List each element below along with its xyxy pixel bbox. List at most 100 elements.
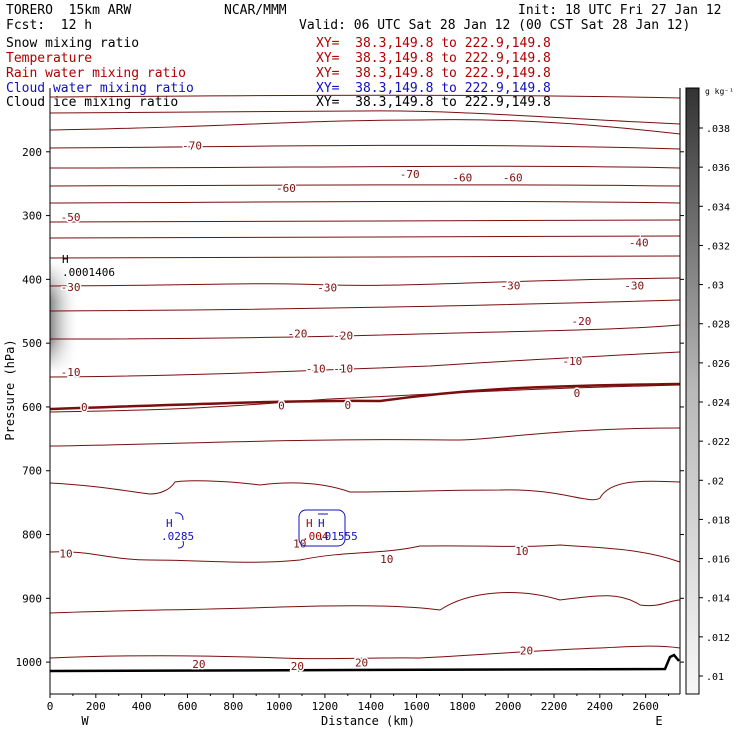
- contour-label: -20: [572, 315, 592, 328]
- x-tick-label: 200: [86, 700, 106, 713]
- plot-frame: [49, 88, 681, 695]
- contour-label: 10: [293, 537, 306, 550]
- x-tick-label: 400: [132, 700, 152, 713]
- legend-cloud-ice-xy: XY= 38.3,149.8 to 222.9,149.8: [316, 95, 551, 110]
- x-axis-east-label: E: [655, 714, 662, 728]
- contour-label: -20: [287, 328, 307, 341]
- isotherm-line: [49, 592, 681, 614]
- colorbar: g kg⁻¹ .038 .036 .034 .032 .03 .028 .026 .024 .0…: [685, 87, 734, 695]
- contour-label: -70: [400, 168, 420, 181]
- isotherm-line: [49, 324, 681, 340]
- colorbar-tick-label: .024: [706, 398, 730, 409]
- forecast-hour: Fcst: 12 h: [6, 18, 93, 33]
- contour-label: -20: [333, 330, 353, 343]
- x-axis-label: Distance (km): [321, 714, 415, 728]
- contour-label: -10: [562, 355, 582, 368]
- contour-label: 10: [515, 545, 528, 558]
- x-tick-label: 1600: [403, 700, 430, 713]
- y-tick-label: 500: [22, 337, 42, 350]
- isotherm-line: [49, 480, 681, 501]
- contour-label: -60: [452, 171, 472, 184]
- isotherm-line: [49, 184, 681, 187]
- legend-temperature-xy: XY= 38.3,149.8 to 222.9,149.8: [316, 51, 551, 66]
- x-tick-label: 1800: [449, 700, 476, 713]
- contour-label: 10: [59, 548, 72, 561]
- terrain-surface-line: [49, 653, 680, 673]
- colorbar-tick-label: .014: [706, 594, 730, 605]
- contour-label: -10: [306, 363, 326, 376]
- legend-cloud-water-xy: XY= 38.3,149.8 to 222.9,149.8: [316, 81, 551, 96]
- x-tick-label: 2600: [632, 700, 659, 713]
- contour-label: -30: [317, 282, 337, 295]
- cloud-water-contour-left: [174, 512, 184, 549]
- contour-label: 0: [278, 400, 285, 413]
- x-tick-label: 2000: [495, 700, 522, 713]
- legend-temperature-name: Temperature: [6, 51, 93, 66]
- isotherm-line: [49, 645, 681, 660]
- contour-label: -10: [61, 366, 81, 379]
- zero-isotherm-line: [49, 382, 681, 411]
- isotherm-line: [49, 299, 681, 312]
- y-tick-label: 700: [22, 465, 42, 478]
- rain-high-mark: H: [306, 517, 313, 530]
- cloud-water-high-mark-right: H: [318, 517, 325, 530]
- isotherm-line: [49, 110, 681, 125]
- model-title: TORERO 15km ARW: [6, 3, 132, 18]
- legend-cloud-water-name: Cloud water mixing ratio: [6, 81, 194, 96]
- y-tick-label: 200: [22, 146, 42, 159]
- contour-label: -10: [333, 363, 353, 376]
- legend-cloud-ice-name: Cloud ice mixing ratio: [6, 95, 179, 110]
- y-tick-label: 300: [22, 210, 42, 223]
- contour-label: 0: [574, 387, 581, 400]
- colorbar-tick-label: .028: [706, 320, 730, 331]
- center-title: NCAR/MMM: [224, 3, 287, 18]
- isotherm-line: [49, 119, 681, 135]
- contour-label: -50: [61, 211, 81, 224]
- colorbar-tick-label: .022: [706, 437, 730, 448]
- contour-label: 20: [355, 657, 368, 670]
- colorbar-tick-label: .03: [706, 281, 724, 292]
- cloud-water-high-value-right: .01555: [318, 530, 358, 543]
- isotherm-line: [49, 427, 681, 447]
- colorbar-tick-label: .02: [706, 476, 724, 487]
- contour-label: 20: [192, 658, 205, 671]
- contour-label: 0: [81, 401, 88, 414]
- x-tick-label: 2200: [541, 700, 568, 713]
- contour-label: -70: [182, 139, 202, 152]
- cloud-water-contour-right: [298, 509, 346, 547]
- y-tick-label: 800: [22, 529, 42, 542]
- isotherm-line: [49, 384, 681, 413]
- x-tick-label: 800: [223, 700, 243, 713]
- colorbar-tick-label: .016: [706, 555, 730, 566]
- isotherm-line: [49, 255, 681, 259]
- contour-label: -30: [61, 281, 81, 294]
- colorbar-tick-label: .034: [706, 202, 730, 213]
- x-tick-label: 600: [178, 700, 198, 713]
- snow-high-value: .0001406: [62, 266, 115, 279]
- isotherm-line: [49, 544, 681, 563]
- contour-label: 20: [520, 645, 533, 658]
- init-time: Init: 18 UTC Fri 27 Jan 12: [518, 3, 722, 18]
- x-tick-label: 0: [47, 700, 54, 713]
- x-axis-west-label: W: [81, 714, 89, 728]
- contour-label: -40: [629, 236, 649, 249]
- contour-label: -30: [501, 280, 521, 293]
- colorbar-tick-label: .038: [706, 124, 730, 135]
- colorbar-tick-label: .012: [706, 633, 730, 644]
- x-tick-label: 1400: [357, 700, 384, 713]
- isotherm-line: [49, 219, 681, 223]
- colorbar-tick-label: .032: [706, 241, 730, 252]
- legend-rain-xy: XY= 38.3,149.8 to 222.9,149.8: [316, 66, 551, 81]
- isotherm-line: [49, 165, 681, 169]
- colorbar-tick-label: .018: [706, 515, 730, 526]
- colorbar-tick-label: .036: [706, 163, 730, 174]
- contour-label: 20: [291, 660, 304, 673]
- legend-rain-name: Rain water mixing ratio: [6, 66, 187, 81]
- valid-time: Valid: 06 UTC Sat 28 Jan 12 (00 CST Sat …: [299, 18, 691, 33]
- extrema-markers: H .0001406 H .0285 H .004 H .01555: [62, 253, 358, 549]
- cloud-water-high-value-left: .0285: [161, 530, 194, 543]
- isotherm-line: [49, 144, 681, 150]
- legend-snow-xy: XY= 38.3,149.8 to 222.9,149.8: [316, 36, 551, 51]
- contour-label: -30: [624, 280, 644, 293]
- colorbar-tick-label: .026: [706, 359, 730, 370]
